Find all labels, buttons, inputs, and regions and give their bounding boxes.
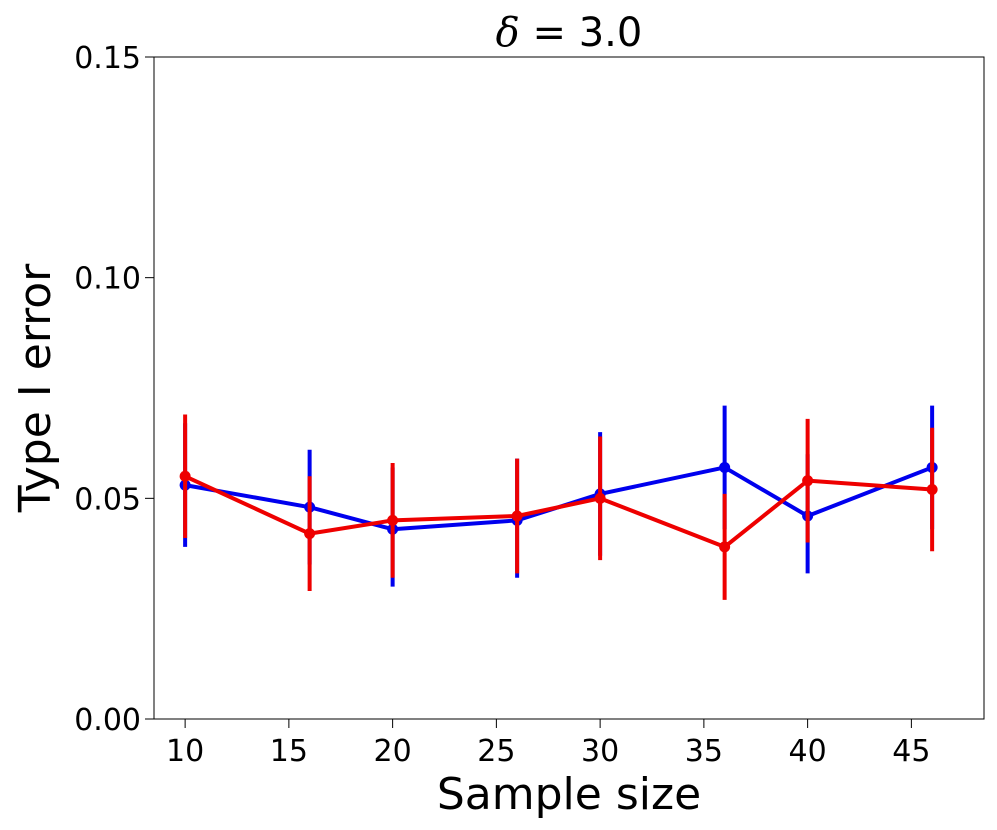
data-point-red [802, 475, 814, 487]
data-point-blue [719, 461, 731, 473]
x-tick-label: 30 [581, 734, 619, 769]
x-tick-label: 45 [892, 734, 930, 769]
data-point-red [511, 510, 523, 522]
plot-area [153, 56, 985, 720]
series-line-red [184, 474, 933, 549]
y-tick-label: 0.15 [74, 41, 141, 76]
x-axis-ticks: 10 15 20 25 30 35 40 45 [166, 719, 930, 769]
series-red [179, 414, 938, 600]
data-point-red [304, 528, 316, 540]
y-tick-label: 0.10 [74, 262, 141, 297]
x-tick-label: 20 [374, 734, 412, 769]
x-tick-label: 40 [789, 734, 827, 769]
data-point-red [179, 470, 191, 482]
chart-title: δ = 3.0 [496, 10, 643, 56]
data-point-red [594, 492, 606, 504]
data-point-red [926, 484, 938, 496]
x-tick-label: 15 [270, 734, 308, 769]
y-axis-ticks: 0.00 0.05 0.10 0.15 [74, 41, 154, 738]
y-tick-label: 0.00 [74, 703, 141, 738]
x-tick-label: 35 [685, 734, 723, 769]
y-tick-label: 0.05 [74, 482, 141, 517]
data-point-red [719, 541, 731, 553]
data-point-red [387, 514, 399, 526]
chart-title-symbol: δ [496, 10, 520, 56]
chart-title-value: = 3.0 [520, 10, 643, 56]
x-axis-title: Sample size [437, 769, 701, 820]
y-axis-title: Type I error [10, 263, 61, 513]
x-tick-label: 25 [477, 734, 515, 769]
series-layer [179, 405, 938, 600]
x-tick-label: 10 [166, 734, 204, 769]
